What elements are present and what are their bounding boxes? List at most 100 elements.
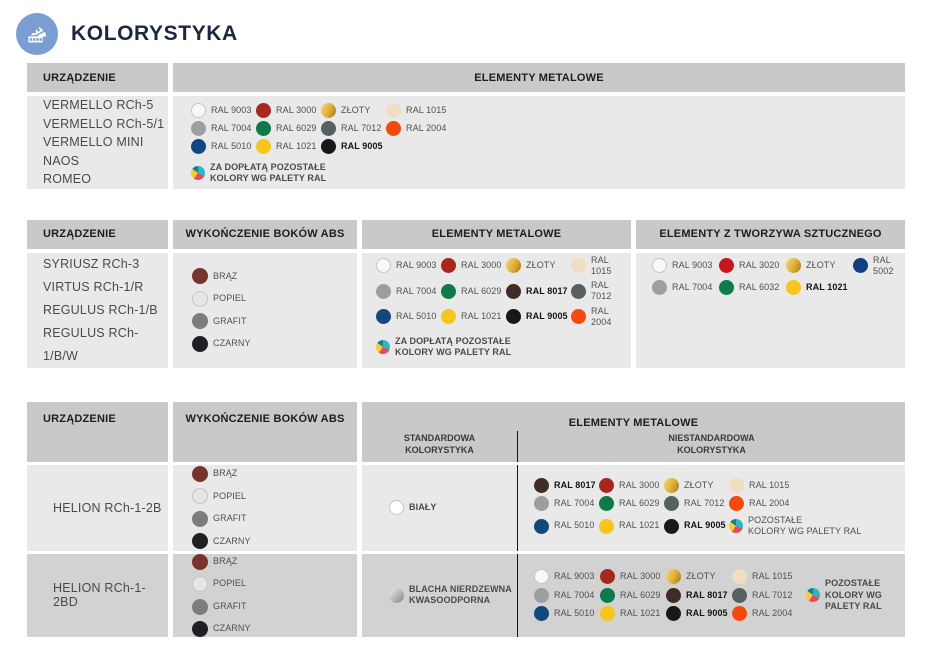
color-label: RAL 5002: [873, 254, 894, 276]
plastic-swatches: RAL 9003 RAL 3020 ZŁOTY RAL 5002 RAL 7004 RAL…: [636, 253, 905, 295]
swatch-chip: RAL 1015: [386, 103, 905, 118]
metal-colors-cell: RAL 9003 RAL 3000 ZŁOTY RAL 1015 RAL 7004 RAL…: [362, 252, 631, 368]
color-swatch: [786, 280, 801, 295]
swatch-chip: RAL 1021: [600, 606, 666, 622]
color-label: RAL 2004: [752, 608, 793, 619]
color-swatch: [192, 576, 208, 592]
color-label: GRAFIT: [213, 513, 247, 524]
color-label: GRAFIT: [213, 600, 247, 611]
color-label: RAL 7012: [752, 589, 793, 600]
swatch-chip: ZŁOTY: [321, 103, 386, 118]
table-row: HELION RCh-1-2BD BRĄZ POPIEL GRAFIT CZARNY …: [27, 553, 905, 637]
swatch-chip: GRAFIT: [192, 598, 357, 615]
col-header-device: URZĄDZENIE: [27, 219, 168, 249]
swatch-chip: RAL 9005: [506, 306, 571, 329]
color-swatch: [571, 283, 586, 299]
color-swatch: [666, 606, 681, 622]
swatch-chip: ZŁOTY: [786, 255, 853, 278]
col-header-metal-group: ELEMENTY METALOWE STANDARDOWA KOLORYSTYK…: [362, 401, 905, 462]
color-label: ZŁOTY: [806, 260, 836, 271]
color-swatch: [652, 280, 667, 295]
swatch-chip: ZA DOPŁATĄ POZOSTAŁE KOLORY WG PALETY RA…: [191, 162, 905, 185]
color-label: POZOSTAŁE KOLORY WG PALETY RAL: [748, 514, 862, 536]
swatch-chip: POZOSTAŁE KOLORY WG PALETY RAL: [729, 515, 861, 538]
color-label: ZŁOTY: [684, 479, 714, 490]
color-swatch: [571, 258, 586, 274]
color-label: BRĄZ: [213, 468, 238, 479]
color-label: RAL 9003: [672, 260, 713, 271]
abs-colors-cell: BRĄZ POPIEL GRAFIT CZARNY: [173, 553, 357, 637]
palette-fan-icon: [16, 13, 58, 55]
color-swatch: [376, 258, 391, 274]
color-swatch: [191, 139, 206, 154]
swatch-chip: RAL 9003: [534, 569, 600, 585]
multicolor-palette-icon: [806, 588, 820, 603]
color-swatch: [192, 268, 208, 285]
swatch-chip: RAL 1021: [599, 515, 664, 538]
swatch-chip: RAL 3000: [441, 255, 506, 278]
color-swatch: [386, 121, 401, 136]
color-label: ZA DOPŁATĄ POZOSTAŁE KOLORY WG PALETY RA…: [395, 336, 512, 358]
color-label: RAL 1021: [619, 520, 660, 531]
color-swatch: [729, 477, 744, 493]
swatch-chip: RAL 7004: [534, 496, 599, 512]
color-label: BRĄZ: [213, 555, 238, 566]
color-swatch: [192, 313, 208, 330]
device-list: VERMELLO RCh-5 VERMELLO RCh-5/1 VERMELLO M…: [27, 96, 168, 189]
color-label: RAL 2004: [749, 498, 790, 509]
color-label: RAL 6029: [276, 122, 317, 133]
abs-swatches: BRĄZ POPIEL GRAFIT CZARNY: [173, 465, 357, 551]
multicolor-palette-icon: [191, 166, 205, 181]
swatch-chip: POZOSTAŁE KOLORY WG PALETY RAL: [806, 578, 882, 612]
color-label: RAL 6029: [620, 589, 661, 600]
swatch-chip: BRĄZ: [192, 268, 357, 285]
color-swatch: [192, 290, 208, 307]
color-swatch: [192, 488, 208, 505]
color-label: RAL 9005: [684, 520, 726, 531]
device-name: HELION RCh-1-2BD: [27, 553, 168, 637]
color-label: RAL 3000: [619, 479, 660, 490]
color-swatch: [534, 606, 549, 622]
swatch-chip: CZARNY: [192, 533, 357, 550]
device-name: VIRTUS RCh-1/R: [43, 279, 144, 294]
color-label: RAL 7004: [672, 281, 713, 292]
color-swatch: [719, 258, 734, 274]
color-swatch: [571, 309, 586, 325]
color-label: RAL 7004: [396, 285, 437, 296]
color-label: RAL 1015: [406, 104, 447, 115]
color-swatch: [441, 309, 456, 325]
color-label: RAL 1021: [276, 140, 317, 151]
color-label: RAL 9003: [211, 104, 252, 115]
color-label: ZŁOTY: [526, 260, 556, 271]
color-label: ZŁOTY: [686, 571, 716, 582]
color-swatch: [389, 587, 404, 603]
color-label: RAL 6032: [739, 281, 780, 292]
color-swatch: [321, 121, 336, 136]
color-label: RAL 3000: [620, 571, 661, 582]
col-header-metal: ELEMENTY METALOWE: [173, 63, 905, 92]
swatch-chip: ZŁOTY: [664, 477, 729, 493]
color-swatch: [506, 258, 521, 274]
device-name: VERMELLO RCh-5: [43, 98, 154, 112]
swatch-chip: RAL 1015: [729, 477, 861, 493]
page-header: KOLORYSTYKA: [0, 0, 929, 60]
color-swatch: [534, 569, 549, 585]
swatch-chip: RAL 9003: [376, 255, 441, 278]
color-label: ZA DOPŁATĄ POZOSTAŁE KOLORY WG PALETY RA…: [210, 162, 327, 184]
color-swatch: [441, 283, 456, 299]
color-label: CZARNY: [213, 338, 251, 349]
color-label: RAL 5010: [396, 311, 437, 322]
color-swatch: [600, 606, 615, 622]
swatch-chip: RAL 2004: [732, 606, 798, 622]
color-swatch: [664, 477, 679, 493]
color-label: RAL 2004: [406, 122, 447, 133]
color-label: POPIEL: [213, 578, 247, 589]
color-swatch: [599, 496, 614, 512]
color-swatch: [192, 621, 208, 637]
metal-colors-cell: BIAŁY RAL 8017 RAL 3000 ZŁOTY RAL 1015 RAL 7…: [362, 464, 905, 551]
metal-swatches: RAL 9003 RAL 3000 ZŁOTY RAL 1015 RAL 7004 RAL…: [173, 96, 905, 185]
swatch-chip: CZARNY: [192, 335, 357, 352]
color-label: RAL 1021: [806, 281, 848, 292]
color-swatch: [732, 587, 747, 603]
swatch-chip: RAL 1021: [256, 139, 321, 154]
